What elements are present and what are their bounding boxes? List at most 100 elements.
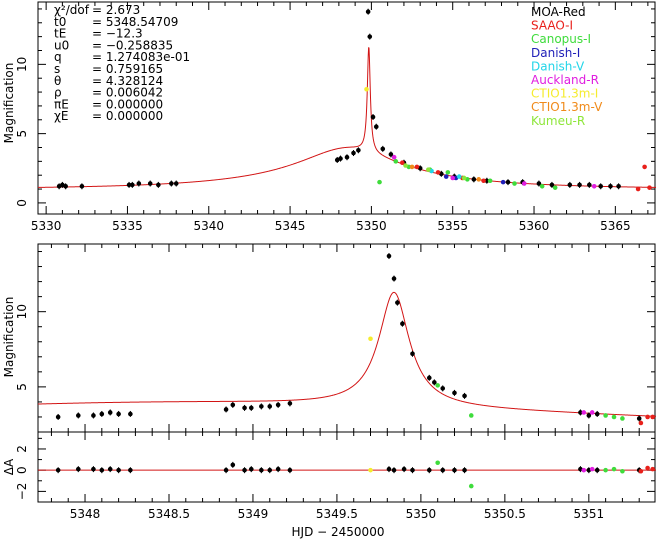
data-point-saao-i [399,160,405,166]
data-point-moa-red [126,182,132,188]
plot-area [38,8,656,192]
data-point-moa-red [107,410,113,415]
data-point-moa-red [471,177,477,182]
parameter-label: ρ [54,86,62,100]
data-point-moa-red [586,413,592,418]
data-point-moa-red [426,467,432,473]
y-axis-label-middle: Magnification [2,297,16,378]
data-point-auckland-r [589,466,595,472]
data-point-canopus-i [603,413,608,418]
parameter-label: s [54,62,60,76]
data-point-saao-i [414,164,420,170]
data-point-saao-i [647,185,652,190]
plot-area [38,460,656,489]
data-point-canopus-i [512,181,517,186]
parameter-label: πE [54,97,69,111]
data-point-moa-red [267,467,273,473]
data-point-moa-red [505,179,511,185]
data-point-ctio1-3m-i [368,467,373,473]
data-point-moa-red [462,467,467,473]
x-tick-label: 5355 [437,219,468,233]
data-point-moa-red [287,401,293,406]
data-point-moa-red [386,466,392,472]
data-point-moa-red [577,182,582,188]
data-point-moa-red [63,183,68,189]
parameter-label: tE [54,27,66,41]
plot-area [38,253,656,426]
data-point-canopus-i [377,179,382,185]
data-point-moa-red [248,466,254,472]
data-point-saao-i [650,414,655,420]
data-point-moa-red [156,182,161,188]
data-point-moa-red [356,147,361,153]
x-tick-label: 5330 [31,219,62,233]
x-tick-label: 5349 [238,507,269,521]
parameter-label: t0 [54,15,66,29]
data-point-moa-red [107,466,113,472]
y-tick-label: 0 [15,199,29,207]
data-point-ctio1-3m-i [368,336,373,342]
parameter-value: = −0.258835 [92,38,173,52]
x-tick-label: 5360 [519,219,550,233]
data-point-moa-red [173,181,179,186]
data-point-canopus-i [435,383,440,388]
data-point-moa-red [594,411,600,417]
x-tick-label: 5335 [112,219,143,233]
data-point-kumeu-r [461,175,467,181]
y-tick-label: 10 [15,304,29,319]
y-tick-label: 10 [15,57,29,72]
data-point-moa-red [55,467,61,473]
legend-entry: Kumeu-R [531,114,585,128]
data-point-danish-v [456,174,462,179]
x-tick-label: 5350 [406,507,437,521]
residual-panel: 5348 5348.5 5349 5349.5 5350 5350.5 5351 −2 0 2 [15,431,656,521]
legend-entry: Danish-V [531,59,585,73]
legend-entry: CTIO1.3m-I [531,87,598,101]
data-point-moa-red [248,405,254,411]
legend-entry: Auckland-R [531,73,599,87]
parameter-value: = 4.328124 [92,74,163,88]
data-point-moa-red [338,156,343,161]
data-point-auckland-r [589,410,595,415]
parameter-label: q [54,50,62,64]
data-point-moa-red [636,416,642,421]
data-point-moa-red [549,182,555,188]
y-axis-label-residual: ΔA [2,458,16,475]
data-point-moa-red [373,124,379,130]
data-point-moa-red [259,404,264,409]
data-point-moa-red [91,413,96,418]
x-tick-label: 5350 [356,219,387,233]
data-point-moa-red [136,181,142,186]
x-tick-label: 5348.5 [148,507,190,521]
data-point-auckland-r [581,410,587,415]
data-point-moa-red [169,181,174,186]
plot-frame [37,431,656,503]
data-point-moa-red [578,410,583,415]
data-point-moa-red [400,321,405,327]
data-point-auckland-r [591,183,597,189]
plot-frame [37,243,656,433]
data-point-moa-red [259,467,264,473]
data-point-saao-i [645,465,650,471]
legend-entry: Canopus-I [531,32,591,46]
data-point-canopus-i [603,467,608,473]
data-point-moa-red [388,152,394,157]
data-point-moa-red [440,386,446,391]
data-point-moa-red [344,154,350,160]
data-point-ctio1-3m-v [476,177,482,182]
plot-frame [37,1,656,215]
x-tick-label: 5348 [70,507,101,521]
parameter-value: = −12.3 [92,27,143,41]
parameter-value: = 2.673 [92,3,140,17]
data-point-moa-red [391,276,397,281]
parameter-value: = 0.759165 [92,62,163,76]
data-point-moa-red [130,182,135,188]
parameter-value: = 0.000000 [92,109,163,123]
data-point-moa-red [116,467,121,473]
top-panel: 5330 5335 5340 5345 5350 5355 5360 5365 0 5 10 [15,1,656,233]
parameter-value: = 0.000000 [92,97,163,111]
data-point-ctio1-3m-i [364,86,369,92]
legend-entry: MOA-Red [531,5,586,19]
data-point-moa-red [223,467,229,473]
